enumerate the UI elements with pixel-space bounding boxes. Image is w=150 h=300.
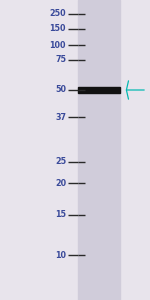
- Bar: [78, 0, 120, 300]
- Text: 150: 150: [50, 24, 66, 33]
- Text: 75: 75: [55, 56, 66, 64]
- Bar: [78, 87, 120, 93]
- Text: 20: 20: [55, 178, 66, 188]
- Text: 25: 25: [55, 158, 66, 166]
- Text: 250: 250: [49, 9, 66, 18]
- Text: 100: 100: [50, 40, 66, 50]
- Text: 10: 10: [55, 250, 66, 260]
- Text: 50: 50: [55, 85, 66, 94]
- Text: 15: 15: [55, 210, 66, 219]
- Text: 37: 37: [55, 112, 66, 122]
